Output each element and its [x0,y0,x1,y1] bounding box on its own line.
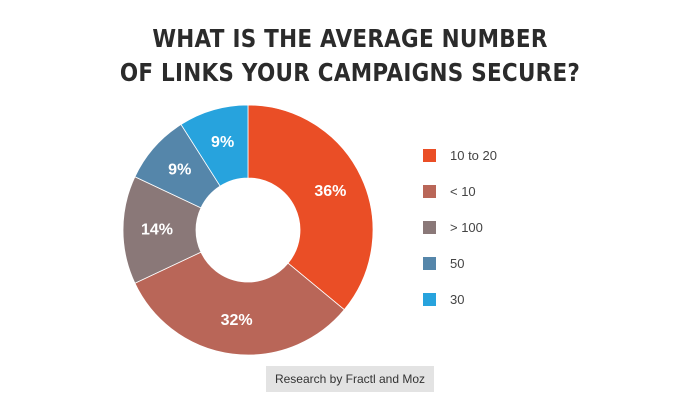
donut-slice-label: 9% [168,161,191,178]
donut-slice-label: 14% [141,222,173,239]
chart-title-line-1: WHAT IS THE AVERAGE NUMBER [152,24,548,53]
chart-legend: 10 to 20 < 10 > 100 50 30 [423,146,497,326]
donut-slice-label: 9% [211,134,234,151]
legend-label: < 10 [450,183,476,199]
legend-swatch [423,184,436,198]
legend-item-more-than-100: > 100 [423,218,497,236]
legend-item-less-than-10: < 10 [423,182,497,200]
legend-item-30: 30 [423,290,497,308]
donut-slice-labels: 36% 32% 14% 9% 9% [141,134,346,329]
legend-label: 30 [450,291,465,307]
legend-swatch [423,148,436,162]
chart-title-line-2: OF LINKS YOUR CAMPAIGNS SECURE? [119,58,581,87]
legend-item-10-to-20: 10 to 20 [423,146,497,164]
legend-swatch [423,220,436,234]
source-credit: Research by Fractl and Moz [266,366,434,392]
legend-label: > 100 [450,219,483,235]
donut-slice-label: 32% [221,312,253,329]
legend-label: 50 [450,255,465,271]
chart-title: WHAT IS THE AVERAGE NUMBER OF LINKS YOUR… [49,22,651,90]
legend-item-50: 50 [423,254,497,272]
donut-slice-label: 36% [314,183,346,200]
donut-slice [247,104,374,311]
legend-swatch [423,292,436,306]
donut-slice [180,104,249,187]
donut-slice [134,251,345,356]
legend-label: 10 to 20 [450,147,497,163]
donut-slices [122,104,374,356]
legend-swatch [423,256,436,270]
